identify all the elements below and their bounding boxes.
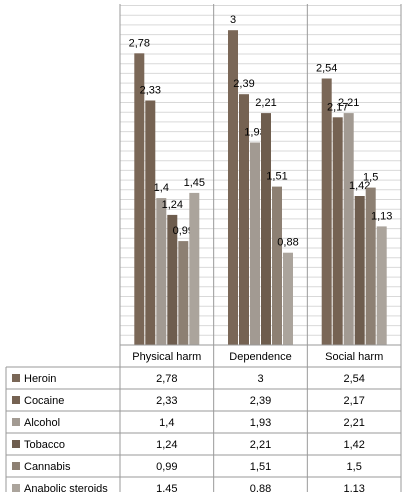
legend-swatch (12, 396, 20, 404)
category-label: Social harm (325, 351, 383, 363)
legend-swatch (12, 418, 20, 426)
legend-label: Anabolic steroids (24, 483, 108, 492)
legend-label: Alcohol (24, 417, 60, 429)
data-label: 2,39 (233, 78, 254, 90)
table-cell-value: 0,99 (156, 461, 177, 473)
bar (156, 198, 167, 345)
bar (261, 113, 271, 345)
table-cell-value: 1,51 (250, 461, 271, 473)
table-cell-value: 2,54 (343, 373, 364, 385)
data-label: 2,21 (255, 97, 276, 109)
bar (189, 192, 200, 345)
legend-label: Cannabis (24, 461, 71, 473)
table-cell-value: 1,13 (343, 483, 364, 492)
data-label: 1,51 (266, 171, 287, 183)
bar (376, 226, 387, 345)
bar (321, 78, 332, 345)
bar (250, 142, 260, 345)
bar (283, 252, 293, 345)
table-cell-value: 2,78 (156, 373, 177, 385)
data-label: 2,33 (140, 85, 161, 97)
bar (178, 241, 189, 345)
bar (239, 94, 249, 345)
table-cell-value: 1,93 (250, 417, 271, 429)
bar (365, 187, 376, 345)
data-label: 0,88 (277, 237, 298, 249)
legend-label: Heroin (24, 373, 56, 385)
table-cell-value: 2,21 (250, 439, 271, 451)
data-label: 1,13 (371, 210, 392, 222)
bar (272, 186, 282, 345)
table-cell-value: 1,45 (156, 483, 177, 492)
data-label: 1,5 (363, 172, 378, 184)
data-label: 1,45 (184, 177, 205, 189)
table-cell-value: 2,17 (343, 395, 364, 407)
legend-swatch (12, 374, 20, 382)
data-label: 2,54 (316, 63, 337, 75)
bar (332, 117, 343, 345)
category-label: Dependence (229, 351, 291, 363)
table-cell-value: 0,88 (250, 483, 271, 492)
data-label: 0,99 (173, 225, 194, 237)
data-label: 1,42 (349, 180, 370, 192)
legend-label: Tobacco (24, 439, 65, 451)
table-cell-value: 2,33 (156, 395, 177, 407)
table-cell-value: 1,4 (159, 417, 174, 429)
table-cell-value: 1,24 (156, 439, 177, 451)
table-cell-value: 1,42 (343, 439, 364, 451)
legend-swatch (12, 440, 20, 448)
bar (228, 30, 238, 345)
data-label: 2,17 (327, 101, 348, 113)
table-cell-value: 1,5 (347, 461, 362, 473)
category-label: Physical harm (132, 351, 201, 363)
bar (354, 196, 365, 345)
data-label: 3 (230, 14, 236, 26)
data-label: 1,93 (244, 127, 265, 139)
bar (145, 100, 156, 345)
legend-swatch (12, 484, 20, 492)
table-cell-value: 3 (257, 373, 263, 385)
table-cell-value: 2,39 (250, 395, 271, 407)
bar (343, 113, 354, 345)
data-label: 2,78 (129, 37, 150, 49)
legend-label: Cocaine (24, 395, 64, 407)
data-label: 2,21 (338, 97, 359, 109)
bar (167, 214, 178, 345)
bar (134, 53, 145, 346)
data-label: 1,4 (154, 182, 169, 194)
legend-swatch (12, 462, 20, 470)
table-cell-value: 2,21 (343, 417, 364, 429)
data-label: 1,24 (162, 199, 183, 211)
